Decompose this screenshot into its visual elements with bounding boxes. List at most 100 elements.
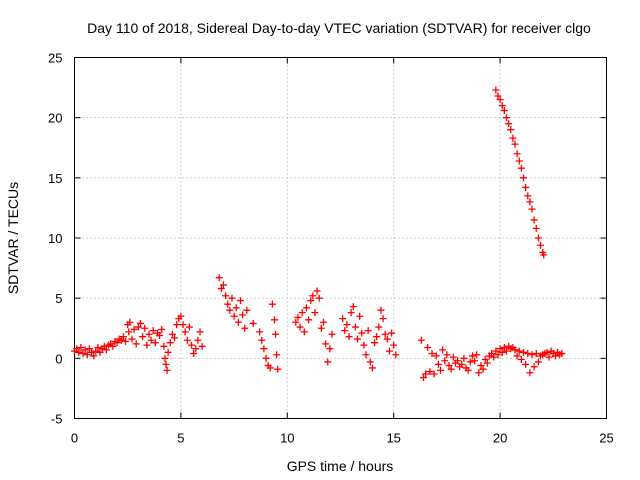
data-point xyxy=(496,345,504,353)
data-point xyxy=(274,365,282,373)
data-point xyxy=(494,92,502,100)
y-tick-label: -5 xyxy=(51,412,63,427)
data-point xyxy=(513,150,521,158)
data-point xyxy=(528,205,536,213)
data-point xyxy=(505,120,513,128)
data-point xyxy=(126,318,134,326)
data-point xyxy=(262,354,270,362)
data-point xyxy=(522,183,530,191)
data-point xyxy=(96,348,104,356)
data-point xyxy=(162,360,170,368)
data-point xyxy=(179,321,187,329)
data-point xyxy=(113,339,121,347)
y-tick-label: 0 xyxy=(55,351,62,366)
data-point xyxy=(145,330,153,338)
data-point xyxy=(530,216,538,224)
data-point xyxy=(194,336,202,344)
data-point xyxy=(526,369,534,377)
data-point xyxy=(230,312,238,320)
data-point xyxy=(385,347,393,355)
data-point xyxy=(515,157,523,165)
data-point xyxy=(266,364,274,372)
data-point xyxy=(272,330,280,338)
data-point xyxy=(507,126,515,134)
data-points xyxy=(71,86,566,382)
data-point xyxy=(430,370,438,378)
y-tick-label: 15 xyxy=(48,171,62,186)
data-point xyxy=(75,348,83,356)
data-point xyxy=(441,357,449,365)
data-point xyxy=(392,351,400,359)
data-point xyxy=(88,348,96,356)
y-tick-label: 20 xyxy=(48,111,62,126)
data-point xyxy=(517,356,525,364)
data-point xyxy=(488,350,496,358)
data-point xyxy=(422,370,430,378)
data-point xyxy=(349,303,357,311)
data-point xyxy=(362,351,370,359)
data-point xyxy=(520,348,528,356)
data-point xyxy=(183,336,191,344)
data-point xyxy=(483,359,491,367)
data-point xyxy=(171,334,179,342)
data-point xyxy=(437,366,445,374)
data-point xyxy=(356,312,364,320)
data-point xyxy=(296,323,304,331)
data-point xyxy=(122,337,130,345)
data-point xyxy=(492,86,500,94)
data-point xyxy=(460,354,468,362)
data-point xyxy=(302,304,310,312)
data-point xyxy=(473,351,481,359)
chart-title: Day 110 of 2018, Sidereal Day-to-day VTE… xyxy=(87,20,591,36)
data-point xyxy=(500,344,508,352)
data-point xyxy=(117,336,125,344)
data-point xyxy=(520,174,528,182)
y-axis-label: SDTVAR / TECUs xyxy=(5,182,21,294)
data-point xyxy=(130,325,138,333)
data-point xyxy=(543,348,551,356)
data-point xyxy=(375,323,383,331)
data-point xyxy=(239,311,247,319)
data-point xyxy=(243,306,251,314)
data-point xyxy=(545,353,553,361)
data-point xyxy=(94,344,102,352)
data-point xyxy=(228,294,236,302)
data-point xyxy=(383,335,391,343)
data-point xyxy=(530,363,538,371)
y-tick-label: 10 xyxy=(48,231,62,246)
data-point xyxy=(128,335,136,343)
data-point xyxy=(328,330,336,338)
data-point xyxy=(319,318,327,326)
axis-ticks: 0 5 10 15 20 25 -5 0 5 10 15 20 25 xyxy=(48,51,614,446)
data-point xyxy=(454,357,462,365)
data-point xyxy=(217,285,225,293)
data-point xyxy=(515,347,523,355)
data-point xyxy=(540,251,548,259)
data-point xyxy=(445,362,453,370)
data-point xyxy=(317,324,325,332)
data-point xyxy=(511,140,519,148)
data-point xyxy=(377,306,385,314)
data-point xyxy=(224,300,232,308)
data-point xyxy=(511,346,519,354)
data-point xyxy=(390,341,398,349)
data-point xyxy=(477,362,485,370)
data-point xyxy=(526,198,534,206)
data-point xyxy=(313,287,321,295)
data-point xyxy=(77,344,85,352)
data-point xyxy=(149,327,157,335)
data-point xyxy=(498,102,506,110)
data-point xyxy=(424,344,432,352)
data-point xyxy=(79,350,87,358)
data-point xyxy=(339,315,347,323)
data-point xyxy=(132,340,140,348)
data-point xyxy=(92,347,100,355)
data-point xyxy=(524,350,532,358)
data-point xyxy=(161,354,169,362)
data-point xyxy=(532,224,540,232)
data-point xyxy=(498,348,506,356)
data-point xyxy=(81,346,89,354)
data-point xyxy=(443,351,451,359)
data-point xyxy=(388,329,396,337)
